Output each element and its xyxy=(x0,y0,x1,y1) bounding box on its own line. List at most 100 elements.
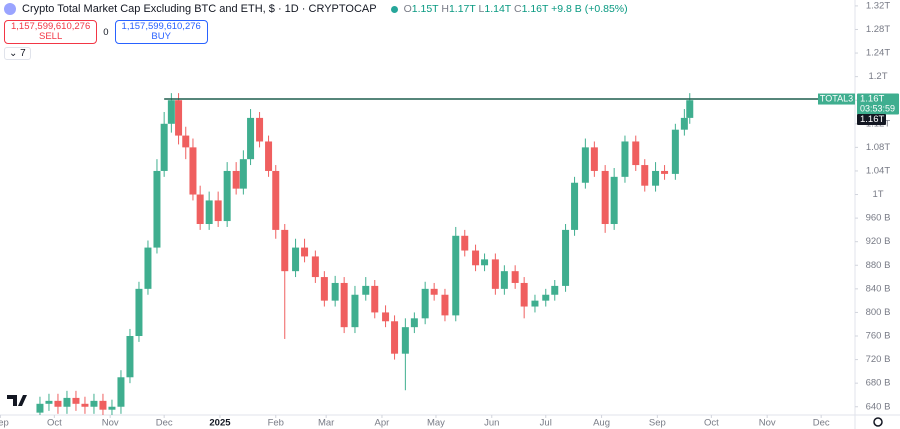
x-tick-label: Nov xyxy=(759,418,776,429)
candle-body xyxy=(63,397,71,407)
last-price-label: 1.16T xyxy=(860,94,884,105)
candle-body xyxy=(205,200,213,225)
candle-body xyxy=(182,135,190,148)
candle-body xyxy=(452,235,460,316)
x-tick-label: 2025 xyxy=(209,418,231,429)
candle-body xyxy=(421,288,429,319)
candle-body xyxy=(571,182,579,230)
candle-body xyxy=(214,200,222,222)
ohlc-key: H xyxy=(441,3,449,15)
y-tick-label: 880 B xyxy=(866,260,891,271)
x-tick-label: Oct xyxy=(47,418,62,429)
indicator-count: 7 xyxy=(20,48,26,59)
ohlc-key: C xyxy=(513,3,522,15)
y-tick-label: 840 B xyxy=(866,283,891,294)
price-axis xyxy=(855,0,900,429)
x-tick-label: Oct xyxy=(704,418,719,429)
x-tick-label: Dec xyxy=(813,418,830,429)
x-tick-label: Jul xyxy=(540,418,552,429)
candle-body xyxy=(292,247,300,272)
ohlc-value: 1.16T xyxy=(521,3,549,15)
candle-body xyxy=(331,282,339,301)
candle-body xyxy=(232,170,240,189)
y-tick-label: 1.24T xyxy=(866,48,890,59)
x-tick-label: May xyxy=(427,418,445,429)
x-tick-label: Mar xyxy=(318,418,334,429)
y-tick-label: 720 B xyxy=(866,354,891,365)
symbol-tag-label: TOTAL3 xyxy=(820,93,853,103)
sell-button[interactable]: 1,157,599,610,276 SELL xyxy=(4,20,98,44)
y-tick-label: 920 B xyxy=(866,236,891,247)
candle-body xyxy=(590,147,598,171)
candle-body xyxy=(72,397,80,404)
candle-body xyxy=(99,400,107,410)
last-price-tag xyxy=(857,93,899,115)
y-tick-label: 760 B xyxy=(866,331,891,342)
candle-body xyxy=(301,247,309,257)
candle-body xyxy=(90,400,98,407)
candle-body xyxy=(520,282,528,307)
ohlc-key: O xyxy=(403,3,412,15)
candle-body xyxy=(680,117,688,130)
y-tick-label: 1.08T xyxy=(866,142,890,153)
y-tick-label: 800 B xyxy=(866,307,891,318)
candle-body xyxy=(562,229,570,286)
candle-body xyxy=(167,100,175,124)
sell-label: SELL xyxy=(39,31,63,42)
tv-logo xyxy=(7,395,27,406)
candle-body xyxy=(265,141,273,171)
y-tick-label: 1T xyxy=(872,189,883,200)
symbol-logo xyxy=(4,3,16,15)
y-tick-label: 680 B xyxy=(866,378,891,389)
candle-body xyxy=(144,247,152,289)
ohlc: O1.15T H1.17T L1.14T C1.16T +9.8 B (+0.8… xyxy=(404,3,628,15)
x-tick-label: Dec xyxy=(156,418,173,429)
candle-body xyxy=(410,318,418,328)
x-tick-label: Aug xyxy=(593,418,610,429)
legend-header: Crypto Total Market Cap Excluding BTC an… xyxy=(4,3,628,15)
candle-body xyxy=(189,147,197,195)
ohlc-value: 1.14T xyxy=(484,3,512,15)
candle-body xyxy=(81,403,89,407)
symbol-tag xyxy=(818,93,855,105)
candle-body xyxy=(239,159,247,189)
high-price-label: 1.16T xyxy=(860,114,884,125)
candle-body xyxy=(391,321,399,354)
candle-body xyxy=(247,117,255,160)
ohlc-key: L xyxy=(478,3,485,15)
ohlc-value: 1.15T xyxy=(411,3,439,15)
market-status xyxy=(390,5,398,13)
candle-body xyxy=(671,129,679,174)
candle-body xyxy=(281,229,289,272)
countdown-label: 03:53:59 xyxy=(860,103,895,113)
candle-body xyxy=(511,271,519,283)
candle-body xyxy=(430,288,438,295)
candle-body xyxy=(272,170,280,230)
high-price-tag xyxy=(857,114,886,126)
candle-body xyxy=(601,170,609,225)
candle-body xyxy=(472,250,480,266)
candle-body xyxy=(542,294,550,301)
candle-body xyxy=(686,100,694,118)
candle-body xyxy=(54,400,62,407)
candle-body xyxy=(108,406,116,410)
candle-body xyxy=(491,259,499,289)
symbol-title[interactable]: Crypto Total Market Cap Excluding BTC an… xyxy=(22,3,377,15)
indicator-toggle[interactable]: ⌄ 7 xyxy=(4,47,31,60)
candle-body xyxy=(320,277,328,301)
candle-body xyxy=(126,336,134,378)
buy-label: BUY xyxy=(151,31,171,42)
candle-body xyxy=(652,170,660,186)
candle-body xyxy=(581,147,589,183)
candle-body xyxy=(531,300,539,307)
y-tick-label: 1.2T xyxy=(868,71,887,82)
y-tick-label: 640 B xyxy=(866,401,891,412)
buy-button[interactable]: 1,157,599,610,276 BUY xyxy=(114,20,208,44)
candle-body xyxy=(45,400,53,404)
candle-body xyxy=(117,377,125,407)
ohlc-change: +9.8 B (+0.85%) xyxy=(551,3,628,15)
candle-body xyxy=(382,312,390,322)
plot xyxy=(36,93,694,415)
